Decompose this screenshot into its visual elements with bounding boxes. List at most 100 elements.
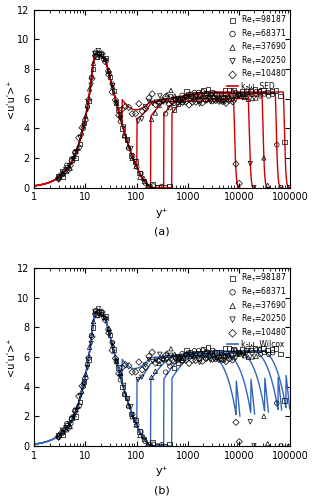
Point [106,70,111,78]
Point [200,88,205,96]
Point [116,364,121,372]
Point [279,442,284,450]
Point [122,132,127,140]
Point [69,415,74,423]
Point [223,100,228,108]
Point [254,352,259,360]
Point [154,356,159,364]
Point [110,338,115,346]
Point [278,92,283,100]
Point [204,97,209,105]
Point [73,154,78,162]
Point [237,438,242,446]
Point [176,358,181,366]
Point [274,86,279,94]
Point [133,110,138,118]
Point [190,94,195,102]
Point [180,356,185,364]
Point [261,344,266,352]
Point [208,98,213,106]
Point [221,94,226,102]
Point [134,163,139,171]
Point [231,345,236,353]
Point [252,344,257,352]
Point [242,94,247,102]
Point [167,440,172,448]
Point [172,354,177,362]
Point [252,184,257,192]
Point [154,98,159,106]
Point [176,353,181,361]
Point [118,376,123,384]
Point [197,100,202,108]
Point [66,424,71,432]
Point [68,422,73,430]
Point [254,88,259,96]
Point [250,349,255,357]
Point [257,344,263,352]
Point [183,98,188,106]
Point [212,356,217,364]
Point [72,152,77,160]
Point [193,351,198,359]
Point [183,356,188,364]
Point [168,352,173,360]
Point [86,354,91,362]
Y-axis label: <u′u′>⁺: <u′u′>⁺ [6,80,16,118]
Point [208,90,214,98]
Point [157,350,162,358]
Point [123,360,128,368]
Point [86,97,91,105]
Point [86,96,91,104]
Point [252,442,257,450]
Point [103,55,108,63]
Point [130,412,135,420]
Point [172,92,177,100]
Point [188,92,193,100]
Point [173,354,178,362]
Point [92,308,97,316]
Point [170,356,175,364]
Point [161,98,166,106]
Point [211,351,216,359]
Point [147,356,152,364]
Point [106,66,111,74]
Point [261,412,266,420]
Point [107,70,112,78]
Point [129,410,134,418]
Point [93,48,98,56]
Point [59,428,64,436]
X-axis label: y⁺: y⁺ [156,208,168,218]
Point [125,395,130,403]
Point [73,412,78,420]
Point [193,356,198,364]
Point [218,348,223,356]
Point [68,420,73,428]
Point [226,353,231,361]
Point [63,166,68,173]
Point [207,94,212,102]
Point [79,382,84,390]
Point [99,310,104,318]
Point [63,166,68,174]
Point [248,346,253,354]
Point [159,184,164,192]
Point [235,90,240,98]
Point [91,60,96,68]
Point [110,80,115,88]
Point [136,100,141,108]
Point [81,124,86,132]
Point [106,67,111,75]
Point [150,358,155,366]
Point [77,402,82,409]
Point [93,52,98,60]
Point [186,349,191,357]
Point [136,358,141,366]
Point [274,141,279,149]
Point [192,90,198,98]
Point [89,333,95,341]
Point [204,90,209,98]
Point [96,308,101,316]
Point [188,94,193,102]
Point [180,92,185,100]
